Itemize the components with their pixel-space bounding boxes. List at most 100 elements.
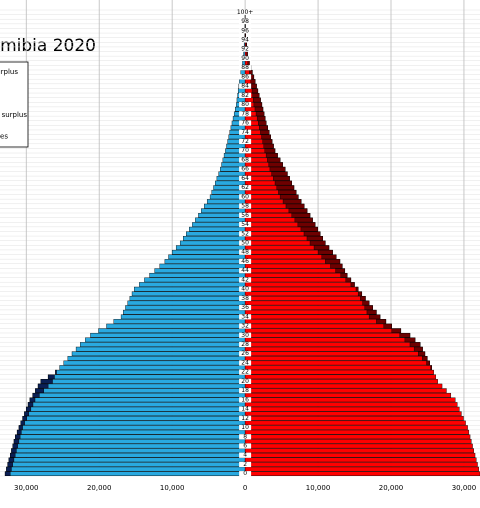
age-label: 8: [243, 433, 247, 440]
age-label: 10: [241, 424, 249, 431]
age-label: 52: [241, 230, 249, 237]
surplus-bar: [286, 204, 304, 208]
age-label: 0: [243, 470, 247, 477]
surplus-bar: [400, 333, 410, 337]
bar: [245, 462, 477, 466]
bar: [245, 319, 386, 323]
surplus-bar: [253, 98, 260, 102]
bar: [245, 305, 373, 309]
bar: [30, 398, 245, 402]
surplus-bar: [314, 246, 329, 250]
bar: [28, 402, 245, 406]
age-label: 38: [241, 295, 249, 302]
x-tick-label: 20,000: [87, 484, 112, 492]
bar: [245, 393, 451, 397]
age-label: 26: [241, 350, 249, 357]
bar: [198, 213, 245, 217]
bar: [245, 439, 471, 443]
bar: [176, 246, 245, 250]
bar: [245, 361, 430, 365]
age-label: 88: [241, 64, 249, 71]
bar: [245, 352, 425, 356]
age-label: 98: [241, 18, 249, 25]
bar: [195, 218, 245, 222]
age-label: 86: [241, 73, 249, 80]
bar: [245, 324, 392, 328]
surplus-bar: [26, 407, 31, 411]
surplus-bar: [265, 149, 275, 153]
surplus-bar: [363, 301, 370, 305]
bar: [245, 444, 472, 448]
surplus-bar: [304, 232, 320, 236]
bar: [245, 370, 434, 374]
bar: [48, 375, 245, 379]
bar: [26, 407, 245, 411]
bar: [245, 273, 347, 277]
age-label: 78: [241, 110, 249, 117]
surplus-bar: [405, 338, 415, 342]
surplus-bar: [30, 398, 35, 402]
age-label: 48: [241, 249, 249, 256]
bar: [186, 232, 245, 236]
surplus-bar: [336, 269, 345, 273]
age-label: 70: [241, 147, 249, 154]
surplus-bar: [351, 282, 355, 286]
bar: [64, 361, 245, 365]
surplus-bar: [253, 93, 260, 97]
bar: [9, 458, 245, 462]
bar: [245, 264, 342, 268]
surplus-bar: [295, 218, 313, 222]
surplus-bar: [346, 278, 351, 282]
surplus-bar: [249, 70, 252, 74]
bar: [245, 421, 465, 425]
bar: [24, 412, 245, 416]
x-tick-label: 0: [243, 484, 247, 492]
x-tick-label: 30,000: [14, 484, 39, 492]
age-label: 66: [241, 166, 249, 173]
surplus-bar: [427, 361, 430, 365]
bar: [128, 301, 245, 305]
surplus-bar: [414, 347, 422, 351]
bar: [245, 365, 432, 369]
surplus-bar: [41, 379, 53, 383]
bar: [245, 416, 463, 420]
surplus-bar: [19, 425, 23, 429]
bar: [17, 430, 245, 434]
surplus-bar: [254, 102, 262, 106]
bar: [245, 342, 420, 346]
surplus-bar: [384, 324, 392, 328]
surplus-bar: [270, 167, 285, 171]
surplus-bar: [5, 472, 10, 476]
surplus-bar: [262, 135, 271, 139]
bar: [245, 467, 479, 471]
bar: [139, 282, 245, 286]
surplus-bar: [6, 467, 11, 471]
bar: [245, 278, 351, 282]
bar: [155, 269, 245, 273]
age-label: 62: [241, 184, 249, 191]
age-label: 4: [243, 452, 247, 459]
surplus-bar: [11, 449, 16, 453]
surplus-bar: [38, 384, 48, 388]
surplus-bar: [365, 305, 373, 309]
bar: [245, 287, 358, 291]
surplus-bar: [410, 342, 420, 346]
surplus-bar: [35, 389, 43, 393]
surplus-bar: [33, 393, 40, 397]
bar: [125, 305, 245, 309]
surplus-bar: [9, 458, 14, 462]
bar: [80, 342, 245, 346]
surplus-bar: [325, 259, 340, 263]
age-label: 18: [241, 387, 249, 394]
bar: [33, 393, 245, 397]
age-label: 94: [241, 36, 249, 43]
bar: [41, 379, 245, 383]
surplus-bar: [251, 84, 256, 88]
bar: [245, 402, 457, 406]
surplus-bar: [278, 190, 296, 194]
surplus-bar: [307, 236, 323, 240]
surplus-bar: [356, 287, 358, 291]
age-label: 64: [241, 175, 249, 182]
legend-label: Female surplus: [0, 111, 27, 119]
